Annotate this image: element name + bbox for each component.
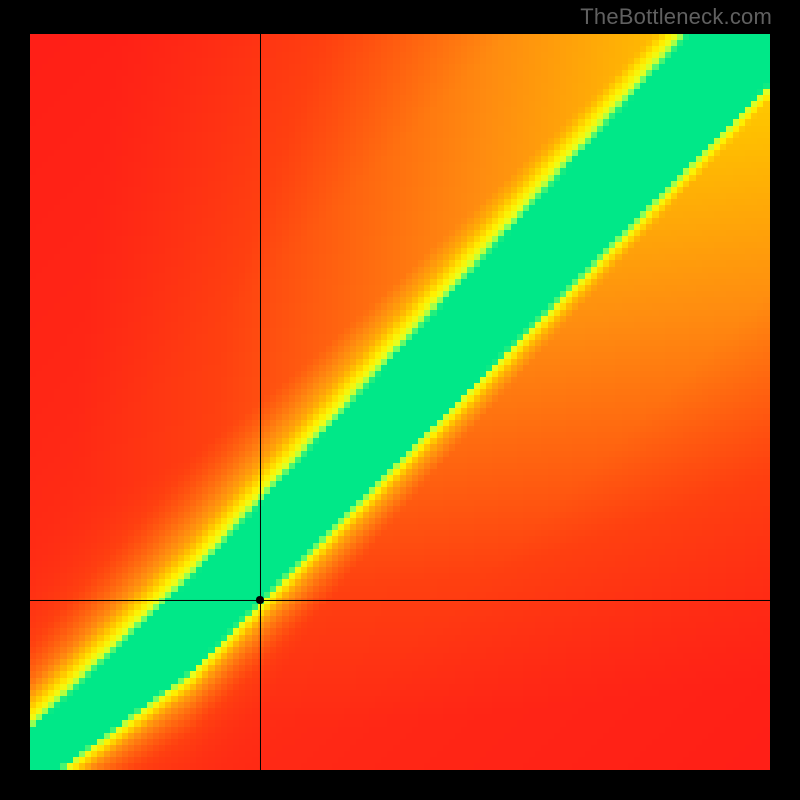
heatmap-canvas <box>30 34 770 770</box>
plot-area <box>30 34 770 770</box>
attribution-watermark: TheBottleneck.com <box>580 4 772 30</box>
figure-container: TheBottleneck.com <box>0 0 800 800</box>
